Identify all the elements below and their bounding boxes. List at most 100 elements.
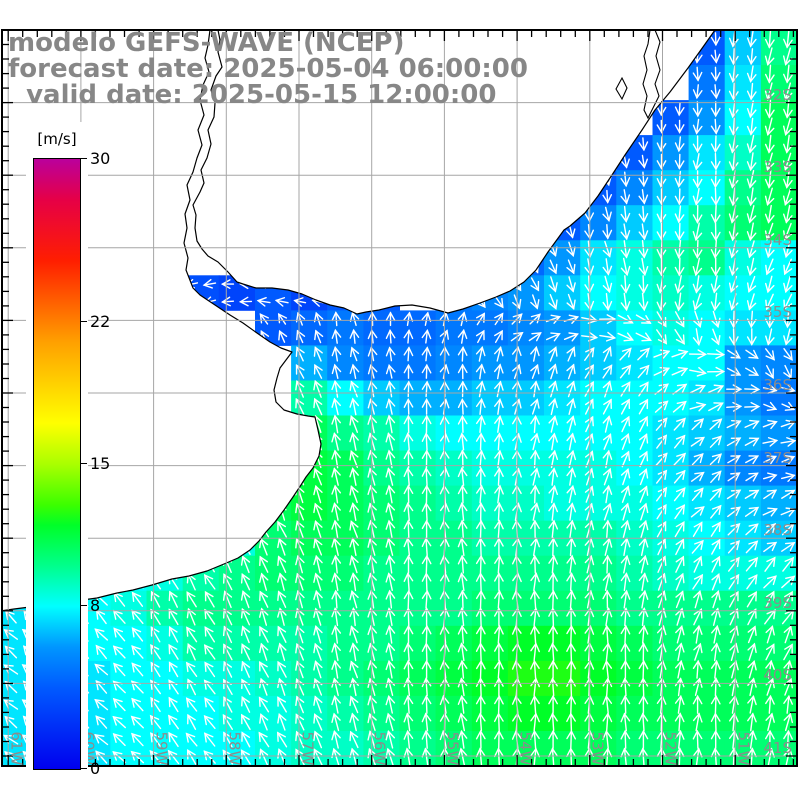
wind-arrow — [475, 659, 486, 679]
wind-arrow — [530, 449, 540, 469]
wind-arrow — [637, 364, 650, 379]
wind-arrow — [548, 467, 559, 486]
wind-arrow — [349, 607, 360, 627]
wind-arrow — [258, 572, 269, 591]
wind-arrow — [421, 380, 432, 398]
wind-arrow — [203, 644, 216, 660]
wind-arrow — [656, 520, 667, 538]
wind-arrow — [620, 154, 630, 169]
wind-arrow — [204, 590, 215, 608]
forecast-date-text: forecast date: 2025-05-04 06:00:00 — [8, 54, 528, 84]
wind-arrow — [728, 117, 739, 136]
wind-arrow — [403, 414, 414, 434]
wind-arrow — [783, 364, 793, 380]
wind-arrow — [602, 729, 613, 749]
wind-arrow — [367, 730, 377, 749]
wind-arrow — [782, 117, 793, 136]
wind-arrow — [150, 590, 161, 608]
wind-arrow — [765, 364, 774, 379]
wind-arrow — [781, 542, 796, 552]
wind-arrow — [602, 224, 613, 240]
wind-arrow — [783, 747, 794, 766]
wind-arrow — [746, 310, 757, 329]
wind-arrow — [313, 660, 323, 679]
wind-arrow — [494, 659, 504, 679]
wind-arrow — [313, 484, 323, 504]
wind-arrow — [494, 414, 504, 433]
wind-arrow — [167, 749, 180, 765]
wind-arrow — [331, 607, 342, 627]
wind-arrow — [403, 607, 414, 627]
lon-label: 54W — [516, 731, 535, 766]
wind-arrow — [762, 507, 778, 517]
wind-arrow — [475, 624, 486, 644]
wind-arrow — [548, 484, 559, 504]
wind-arrow — [530, 363, 540, 379]
wind-arrow — [656, 205, 667, 224]
wind-arrow — [638, 189, 649, 205]
wave-cell — [544, 415, 581, 451]
wind-arrow — [258, 607, 269, 626]
wind-arrow — [403, 363, 414, 379]
wind-arrow — [638, 589, 649, 609]
wave-cell — [363, 345, 400, 381]
wind-arrow — [150, 696, 161, 713]
wind-arrow — [349, 502, 359, 521]
wind-arrow — [475, 554, 486, 574]
wind-arrow — [349, 328, 360, 344]
wind-arrow — [223, 678, 233, 695]
wind-arrow — [385, 554, 396, 574]
wind-arrow — [494, 501, 504, 522]
wind-arrow — [95, 715, 108, 729]
wind-arrow — [674, 292, 685, 312]
wind-arrow — [475, 329, 485, 344]
wind-arrow — [168, 590, 179, 608]
wave-cell — [688, 345, 726, 381]
wind-arrow — [726, 437, 742, 447]
wind-arrow — [494, 346, 504, 362]
wind-arrow — [385, 380, 396, 398]
wind-arrow — [385, 467, 396, 486]
wind-arrow — [584, 519, 595, 539]
wind-arrow — [656, 329, 668, 345]
wind-arrow — [403, 328, 414, 344]
wind-arrow — [764, 30, 775, 49]
wind-arrow — [295, 713, 305, 731]
wind-arrow — [223, 643, 233, 661]
wind-arrow — [295, 660, 305, 679]
wind-arrow — [313, 572, 323, 591]
wind-arrow — [638, 502, 649, 521]
wind-arrow — [783, 222, 793, 241]
wind-arrow — [584, 364, 594, 379]
wind-arrow — [457, 607, 468, 627]
wind-arrow — [710, 521, 721, 537]
wind-arrow — [548, 397, 558, 416]
wind-arrow — [710, 470, 722, 484]
wind-arrow — [349, 555, 359, 574]
wind-arrow — [349, 346, 360, 362]
wind-arrow — [602, 589, 613, 609]
wind-arrow — [530, 467, 540, 486]
wind-arrow — [240, 607, 251, 626]
wind-arrow — [656, 153, 667, 170]
wind-arrow — [204, 608, 216, 625]
colorbar-tick-label: 22 — [90, 312, 111, 331]
wind-arrow — [475, 729, 486, 749]
wind-arrow — [656, 712, 667, 732]
wind-arrow — [457, 345, 468, 362]
wind-arrow — [530, 712, 540, 732]
wind-arrow — [276, 731, 288, 748]
wind-arrow — [602, 449, 613, 469]
wind-arrow — [548, 432, 559, 451]
wind-arrow — [203, 732, 216, 747]
wind-arrow — [403, 432, 414, 451]
wind-arrow — [692, 694, 703, 714]
wave-cell — [327, 345, 364, 381]
wind-arrow — [421, 414, 432, 434]
wave-cell — [544, 345, 581, 381]
wind-arrow — [494, 380, 504, 398]
wind-arrow — [530, 554, 540, 574]
wind-arrow — [620, 607, 631, 627]
wind-arrow — [692, 66, 703, 82]
wind-arrow — [692, 293, 703, 311]
